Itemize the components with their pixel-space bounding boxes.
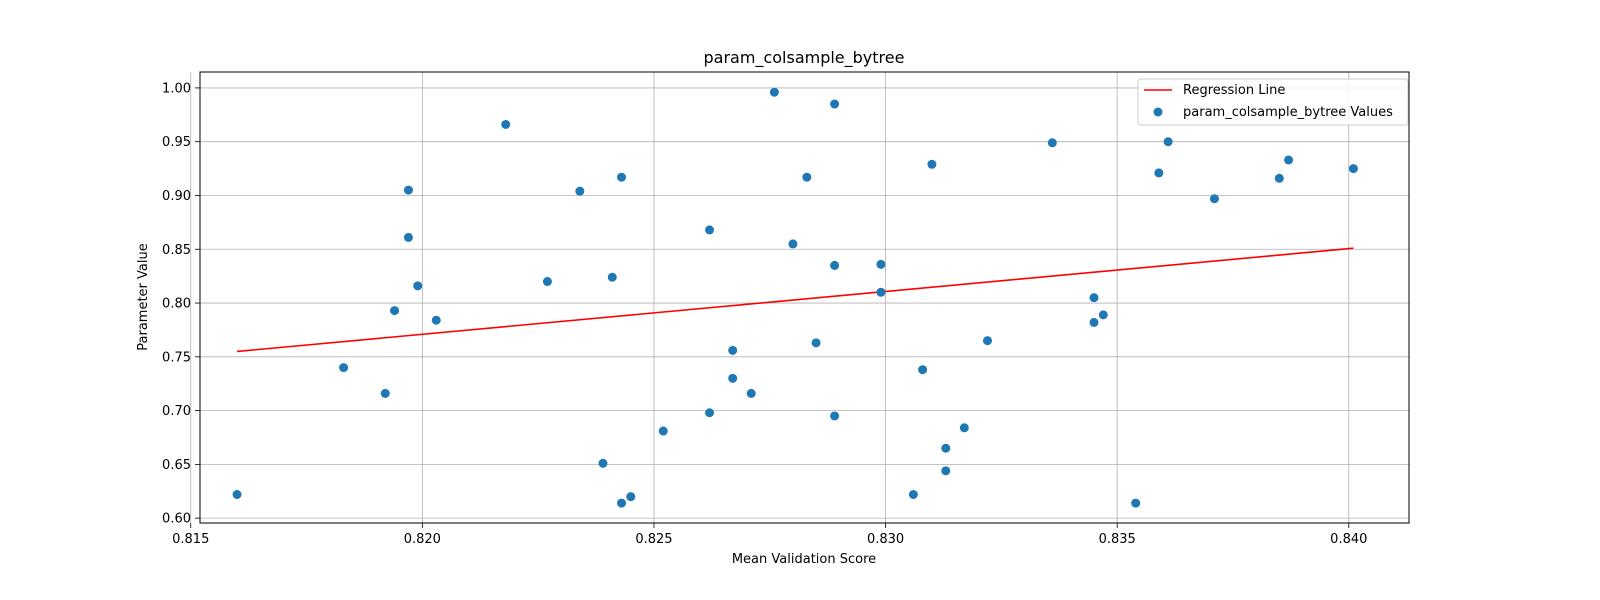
scatter-point xyxy=(1348,164,1358,174)
regression-layer xyxy=(236,247,1354,353)
x-tick-label: 0.825 xyxy=(635,532,672,547)
scatter-point xyxy=(788,239,798,249)
x-tick-label: 0.815 xyxy=(172,532,209,547)
scatter-point xyxy=(413,281,423,291)
y-tick-label: 1.00 xyxy=(162,81,191,96)
scatter-point xyxy=(830,411,840,421)
scatter-point xyxy=(941,443,951,453)
scatter-point xyxy=(876,287,886,297)
scatter-point xyxy=(705,408,715,418)
scatter-point xyxy=(1047,138,1057,148)
y-tick-label: 0.70 xyxy=(162,404,191,419)
x-tick-label: 0.830 xyxy=(867,532,904,547)
scatter-point xyxy=(1131,498,1141,508)
scatter-point xyxy=(390,306,400,316)
x-tick-label: 0.820 xyxy=(404,532,441,547)
scatter-point xyxy=(403,185,413,195)
scatter-point xyxy=(658,426,668,436)
chart-title: param_colsample_bytree xyxy=(704,48,905,68)
scatter-point xyxy=(1089,293,1099,303)
scatter-point xyxy=(982,336,992,346)
scatter-point xyxy=(403,232,413,242)
scatter-point xyxy=(746,388,756,398)
y-tick-label: 0.85 xyxy=(162,243,191,258)
scatter-point xyxy=(607,272,617,282)
y-tick-label: 0.95 xyxy=(162,135,191,150)
y-tick-label: 0.80 xyxy=(162,297,191,312)
scatter-point xyxy=(1209,194,1219,204)
plot-area-frame xyxy=(199,71,1410,524)
scatter-point xyxy=(927,159,937,169)
scatter-point xyxy=(598,458,608,468)
scatter-point xyxy=(876,259,886,269)
legend-box xyxy=(1137,78,1409,126)
y-tick-label: 0.65 xyxy=(162,458,191,473)
y-tick-label: 0.75 xyxy=(162,350,191,365)
scatter-point xyxy=(431,315,441,325)
y-axis: 0.60 0.65 0.70 0.75 0.80 0.85 0.90 0.95 1.00 xyxy=(162,81,200,527)
scatter-point xyxy=(959,423,969,433)
y-axis-label: Parameter Value xyxy=(136,243,151,350)
scatter-point xyxy=(380,388,390,398)
y-tick-label: 0.90 xyxy=(162,189,191,204)
scatter-point xyxy=(769,87,779,97)
x-axis-label: Mean Validation Score xyxy=(732,552,876,567)
scatter-point xyxy=(1154,168,1164,178)
scatter-point xyxy=(1274,173,1284,183)
scatter-point xyxy=(1098,310,1108,320)
scatter-point xyxy=(542,277,552,287)
legend-points-label: param_colsample_bytree Values xyxy=(1183,105,1393,120)
scatter-point xyxy=(232,489,242,499)
scatter-point xyxy=(802,172,812,182)
x-tick-label: 0.835 xyxy=(1099,532,1136,547)
legend-points-swatch xyxy=(1153,107,1163,117)
scatter-point xyxy=(501,119,511,129)
scatter-point xyxy=(575,186,585,196)
legend-regression-label: Regression Line xyxy=(1183,83,1285,98)
scatter-point xyxy=(1089,317,1099,327)
scatter-point xyxy=(339,363,349,373)
y-tick-label: 0.60 xyxy=(162,512,191,527)
scatter-point xyxy=(617,172,627,182)
scatter-point xyxy=(941,466,951,476)
scatter-point xyxy=(1284,155,1294,165)
scatter-point xyxy=(830,260,840,270)
scatter-point xyxy=(617,498,627,508)
legend: Regression Line param_colsample_bytree V… xyxy=(1137,78,1409,126)
scatter-point xyxy=(705,225,715,235)
scatter-point xyxy=(918,365,928,375)
scatter-point xyxy=(830,99,840,109)
x-tick-label: 0.840 xyxy=(1330,532,1367,547)
regression-line xyxy=(236,247,1354,353)
x-axis: 0.815 0.820 0.825 0.830 0.835 0.840 xyxy=(172,523,1367,547)
scatter-point xyxy=(626,492,636,502)
scatter-point xyxy=(908,489,918,499)
grid xyxy=(190,72,1409,523)
scatter-point xyxy=(728,373,738,383)
scatter-point xyxy=(1163,137,1173,147)
scatter-point xyxy=(811,338,821,348)
scatter-points xyxy=(232,87,1358,508)
scatter-point xyxy=(728,345,738,355)
